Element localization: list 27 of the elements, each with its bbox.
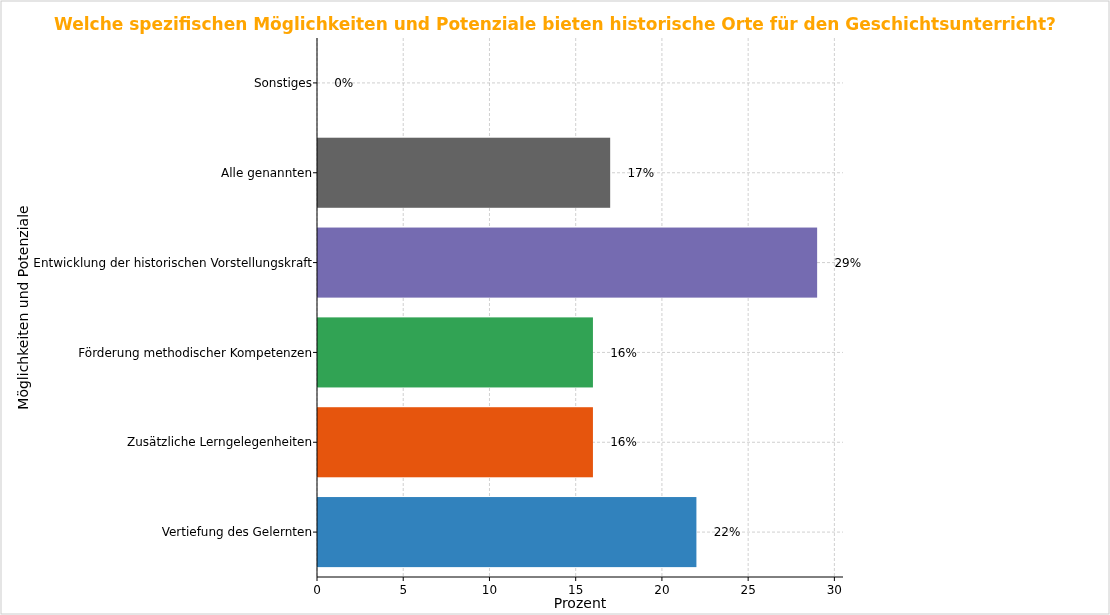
y-tick-label: Sonstiges <box>253 76 312 91</box>
x-tick-label: 0 <box>313 583 321 597</box>
data-label: 0% <box>334 76 354 91</box>
x-tick-label: 30 <box>826 583 843 597</box>
data-label: 29% <box>834 255 862 270</box>
y-tick-label: Förderung methodischer Kompetenzen <box>78 345 312 360</box>
y-tick-label: Alle genannten <box>221 165 312 180</box>
y-tick-label: Vertiefung des Gelernten <box>161 525 312 540</box>
chart-title: Welche spezifischen Möglichkeiten und Potenziale bieten historische Orte für den Geschichtsunterricht? <box>54 14 1056 34</box>
bar <box>317 317 593 388</box>
bar <box>317 497 697 568</box>
data-label: 16% <box>610 345 637 360</box>
data-label: 22% <box>713 525 741 540</box>
y-axis-title: Möglichkeiten und Potenziale <box>15 205 31 410</box>
x-tick-label: 25 <box>740 583 756 597</box>
x-axis-title: Prozent <box>553 595 607 611</box>
bar <box>317 227 818 298</box>
y-tick-label: Zusätzliche Lerngelegenheiten <box>126 435 312 450</box>
y-tick-label: Entwicklung der historischen Vorstellungskraft <box>33 255 313 270</box>
x-tick-label: 5 <box>399 583 408 597</box>
x-tick-label: 10 <box>481 583 498 597</box>
bar <box>317 407 593 478</box>
x-tick-label: 20 <box>654 583 670 597</box>
x-tick-label: 15 <box>568 583 584 597</box>
data-label: 16% <box>610 435 637 450</box>
data-label: 17% <box>627 165 655 180</box>
bar <box>317 137 611 208</box>
